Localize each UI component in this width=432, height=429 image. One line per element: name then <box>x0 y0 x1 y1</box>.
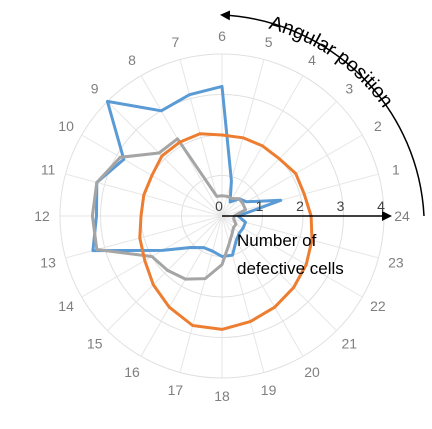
angular-tick-label: 4 <box>308 52 316 68</box>
grid-spoke <box>221 215 337 331</box>
grid-spoke <box>179 215 223 373</box>
series-line-2 <box>90 137 247 281</box>
angular-tick-label: 20 <box>304 364 320 380</box>
angular-tick-label: 21 <box>342 335 358 351</box>
angular-tick-label: 13 <box>40 255 56 271</box>
angular-tick-label: 12 <box>34 208 50 224</box>
angular-tick-label: 15 <box>87 335 103 351</box>
radial-axis-label-line1: Number of <box>237 231 317 250</box>
radial-tick-label: 4 <box>377 198 385 214</box>
grid-spoke <box>179 59 223 217</box>
radial-tick-label: 0 <box>215 198 223 214</box>
radial-tick-label: 1 <box>256 198 264 214</box>
grid-spoke <box>107 215 223 331</box>
angular-tick-label: 9 <box>91 81 99 97</box>
series-line-3 <box>138 132 314 331</box>
angular-tick-label: 3 <box>345 81 353 97</box>
angular-tick-label: 23 <box>388 255 404 271</box>
angular-tick-label: 18 <box>214 388 230 404</box>
angular-axis-arrow <box>220 10 425 217</box>
angular-tick-label: 6 <box>218 28 226 44</box>
grid-spoke <box>221 215 363 298</box>
angular-tick-label: 22 <box>370 298 386 314</box>
angular-tick-label: 24 <box>394 208 410 224</box>
angular-tick-label: 2 <box>374 118 382 134</box>
grid-spoke <box>221 173 379 217</box>
grid-spoke <box>107 101 223 217</box>
radial-axis-label-line2: defective cells <box>237 259 344 278</box>
angular-tick-label: 10 <box>58 118 74 134</box>
series-line-1 <box>91 84 283 258</box>
radial-tick-label: 2 <box>296 198 304 214</box>
angular-tick-label: 7 <box>172 34 180 50</box>
grid-spoke <box>221 215 379 259</box>
angular-tick-label: 11 <box>41 161 56 177</box>
grid-spoke <box>140 215 223 357</box>
angular-tick-label: 16 <box>124 364 140 380</box>
angular-tick-label: 8 <box>128 52 136 68</box>
radial-tick-labels: 0 1 2 3 4 <box>215 198 385 214</box>
radial-tick-label: 3 <box>337 198 345 214</box>
angular-tick-label: 5 <box>265 34 273 50</box>
angular-tick-label: 14 <box>58 298 74 314</box>
angular-tick-label: 19 <box>261 382 277 398</box>
angular-tick-label: 1 <box>392 161 400 177</box>
chart-series-group <box>90 84 314 331</box>
angular-tick-label: 17 <box>168 382 184 398</box>
